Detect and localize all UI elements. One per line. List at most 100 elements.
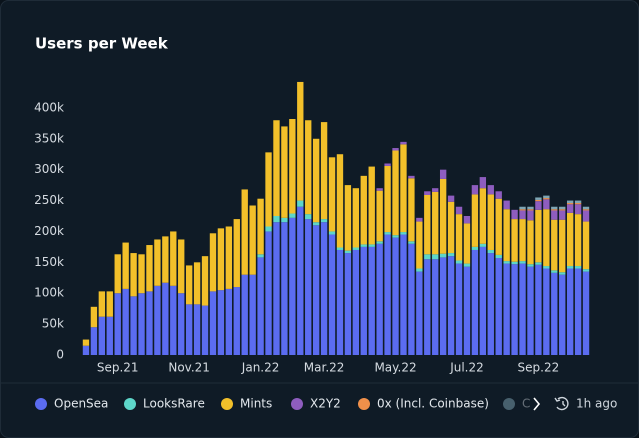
bar-segment bbox=[543, 209, 550, 267]
x-tick-label: May.22 bbox=[374, 361, 416, 375]
bar-segment bbox=[384, 234, 391, 355]
bar-segment bbox=[463, 223, 471, 264]
bar-segment bbox=[201, 305, 209, 355]
bar-segment bbox=[582, 221, 590, 270]
bar-segment bbox=[249, 205, 256, 275]
bar-segment bbox=[336, 154, 344, 248]
bar-segment bbox=[574, 204, 582, 215]
bar-segment bbox=[543, 268, 550, 355]
bar-segment bbox=[519, 206, 526, 210]
bar-segment bbox=[527, 266, 534, 355]
bar-segment bbox=[328, 231, 336, 235]
bar-segment bbox=[241, 274, 248, 355]
bar-segment bbox=[551, 209, 558, 211]
legend-swatch[interactable] bbox=[35, 398, 47, 410]
bar-segment bbox=[455, 206, 463, 215]
legend-label[interactable]: 0x (Incl. Coinbase) bbox=[377, 397, 489, 411]
bar-segment bbox=[455, 263, 463, 355]
bar-segment bbox=[162, 236, 169, 283]
bar-segment bbox=[122, 288, 129, 355]
bar-segment bbox=[297, 206, 304, 355]
bar-segment bbox=[511, 219, 518, 262]
bar-segment bbox=[289, 213, 296, 218]
bar-segment bbox=[408, 175, 415, 179]
bar-segment bbox=[368, 244, 375, 247]
legend-swatch[interactable] bbox=[291, 398, 303, 410]
bar-segment bbox=[368, 246, 375, 355]
bar-segment bbox=[138, 254, 145, 294]
bar-segment bbox=[416, 271, 423, 355]
legend-label[interactable]: Mints bbox=[240, 397, 272, 411]
legend-label[interactable]: X2Y2 bbox=[310, 397, 341, 411]
bar-segment bbox=[122, 242, 129, 289]
bar-segment bbox=[90, 306, 98, 328]
bar-segment bbox=[265, 226, 272, 232]
bar-segment bbox=[408, 243, 415, 355]
bar-segment bbox=[447, 195, 455, 202]
bar-segment bbox=[463, 263, 471, 267]
bar-segment bbox=[503, 261, 510, 264]
bar-segment bbox=[130, 253, 137, 297]
bar-segment bbox=[566, 203, 574, 205]
bar-segment bbox=[368, 166, 375, 245]
bar-segment bbox=[535, 264, 542, 355]
bar-segment bbox=[574, 214, 582, 267]
x-tick-label: Sep.22 bbox=[518, 361, 560, 375]
bar-segment bbox=[281, 126, 288, 218]
y-tick-label: 0 bbox=[56, 348, 64, 362]
bar-segment bbox=[225, 288, 233, 355]
legend-swatch[interactable] bbox=[221, 398, 233, 410]
bar-segment bbox=[503, 200, 510, 210]
bar-segment bbox=[559, 210, 566, 220]
legend-swatch[interactable] bbox=[358, 398, 370, 410]
legend-label[interactable]: C bbox=[522, 397, 530, 411]
bar-segment bbox=[384, 163, 391, 166]
bar-segment bbox=[566, 200, 574, 204]
bar-segment bbox=[98, 316, 106, 355]
bar-segment bbox=[463, 266, 471, 355]
legend-swatch[interactable] bbox=[503, 398, 515, 410]
bar-segment bbox=[289, 217, 296, 355]
bar-segment bbox=[487, 185, 494, 195]
updated-time: 1h ago bbox=[576, 397, 617, 411]
bar-segment bbox=[352, 249, 360, 355]
bar-segment bbox=[582, 210, 590, 222]
legend-next-arrow[interactable] bbox=[533, 397, 541, 411]
bar-segment bbox=[273, 222, 280, 355]
bar-segment bbox=[479, 177, 487, 189]
bar-segment bbox=[336, 247, 344, 250]
bar-segment bbox=[424, 191, 431, 195]
x-tick-label: Mar.22 bbox=[304, 361, 345, 375]
bar-segment bbox=[559, 272, 566, 275]
bar-segment bbox=[535, 201, 542, 210]
bar-segment bbox=[281, 222, 288, 355]
y-tick-label: 150k bbox=[34, 255, 64, 269]
bar-segment bbox=[265, 231, 272, 355]
legend-label[interactable]: OpenSea bbox=[54, 397, 108, 411]
bar-segment bbox=[582, 206, 590, 210]
legend-label[interactable]: LooksRare bbox=[143, 397, 205, 411]
bar-segment bbox=[281, 217, 288, 223]
bar-segment bbox=[511, 209, 518, 220]
legend-swatch[interactable] bbox=[124, 398, 136, 410]
bar-segment bbox=[535, 197, 542, 200]
bar-segment bbox=[535, 262, 542, 265]
bar-segment bbox=[344, 253, 352, 355]
bar-segment bbox=[82, 339, 90, 346]
bar-segment bbox=[487, 253, 494, 355]
bar-segment bbox=[289, 119, 296, 214]
bar-segment bbox=[312, 225, 320, 355]
bar-segment bbox=[336, 249, 344, 355]
bar-segment bbox=[551, 272, 558, 355]
x-tick-label: Nov.21 bbox=[168, 361, 210, 375]
bar-segment bbox=[479, 243, 487, 247]
bar-segment bbox=[566, 268, 574, 355]
bar-segment bbox=[543, 198, 550, 200]
bar-segment bbox=[551, 219, 558, 271]
bar-segment bbox=[535, 199, 542, 202]
bar-segment bbox=[297, 200, 304, 207]
bar-segment bbox=[392, 235, 399, 238]
bar-segment bbox=[479, 246, 487, 355]
bar-segment bbox=[408, 241, 415, 244]
x-tick-label: Jan.22 bbox=[241, 361, 280, 375]
